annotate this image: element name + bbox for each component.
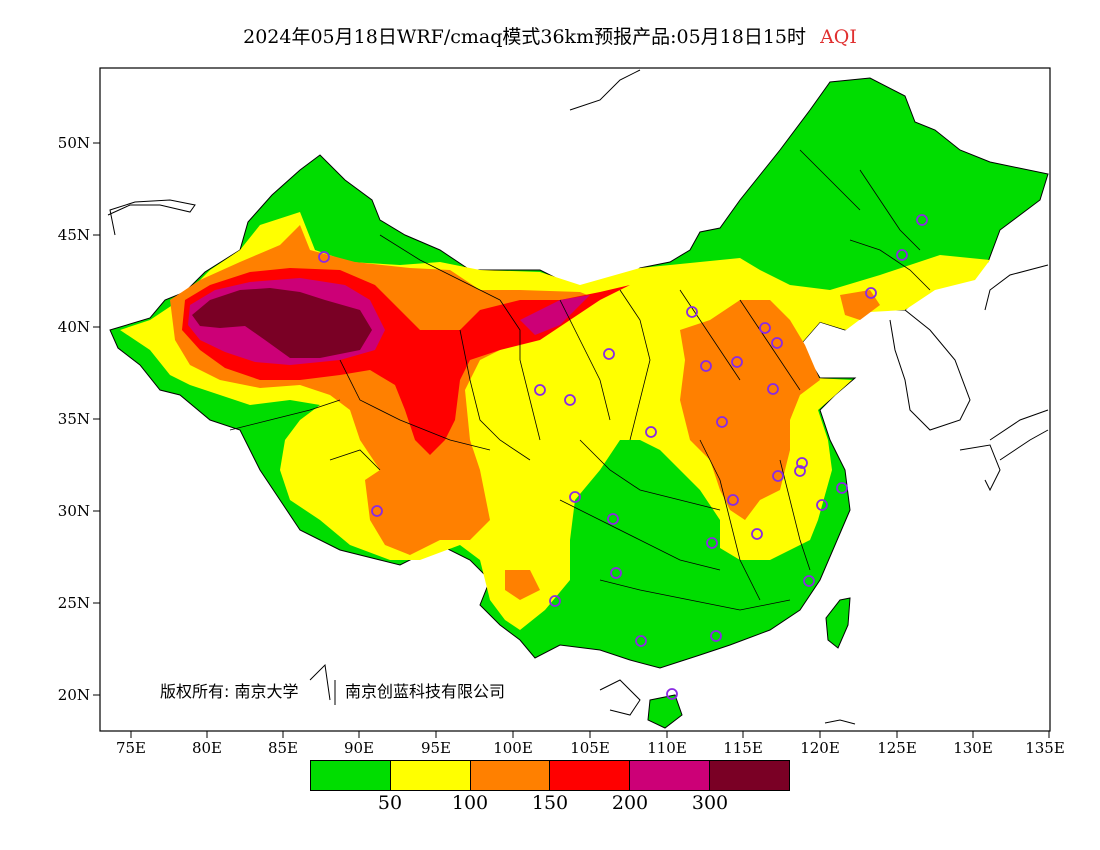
lat-axis: 50N 45N 40N 35N 30N 25N 20N xyxy=(58,134,100,704)
station-marker xyxy=(564,394,576,406)
station-marker xyxy=(534,384,546,396)
station-marker xyxy=(771,337,783,349)
legend-swatch-magenta xyxy=(630,761,711,790)
station-marker xyxy=(794,465,806,477)
title-text: 2024年05月18日WRF/cmaq模式36km预报产品:05月18日15时 xyxy=(243,26,807,48)
lat-label: 50N xyxy=(58,134,90,152)
station-marker xyxy=(865,287,877,299)
lon-label: 95E xyxy=(421,739,451,757)
monitoring-stations xyxy=(318,214,928,700)
station-marker xyxy=(896,249,908,261)
lon-label: 120E xyxy=(800,739,840,757)
legend-swatch-red xyxy=(550,761,631,790)
station-marker xyxy=(716,416,728,428)
lon-label: 90E xyxy=(344,739,374,757)
aqi-magenta-patch xyxy=(520,295,590,335)
copyright-company: 南京创蓝科技有限公司 xyxy=(345,682,505,701)
station-marker xyxy=(727,494,739,506)
lat-label: 25N xyxy=(58,594,90,612)
station-marker xyxy=(706,537,718,549)
aqi-maroon-region xyxy=(192,288,372,358)
station-marker xyxy=(549,595,561,607)
station-marker xyxy=(916,214,928,226)
station-marker xyxy=(635,635,647,647)
province-boundaries xyxy=(229,149,931,611)
legend-tick: 150 xyxy=(531,792,569,814)
map-frame xyxy=(99,67,1051,732)
station-marker xyxy=(666,688,678,700)
lat-label: 20N xyxy=(58,686,90,704)
lon-label: 115E xyxy=(723,739,763,757)
station-marker xyxy=(751,528,763,540)
station-marker xyxy=(603,348,615,360)
station-marker xyxy=(731,356,743,368)
legend-ticks: 50 100 150 200 300 xyxy=(310,792,790,818)
station-marker xyxy=(645,426,657,438)
lon-label: 80E xyxy=(192,739,222,757)
lon-label: 110E xyxy=(647,739,687,757)
aqi-orange-region-east xyxy=(680,300,820,520)
lon-label: 100E xyxy=(493,739,533,757)
legend-swatch-green xyxy=(311,761,391,790)
lat-label: 40N xyxy=(58,318,90,336)
lon-label: 105E xyxy=(570,739,610,757)
station-marker xyxy=(607,513,619,525)
title-variable: AQI xyxy=(820,26,857,48)
legend-tick: 200 xyxy=(611,792,649,814)
lon-axis: 75E 80E 85E 90E 95E 100E 105E 110E 115E … xyxy=(116,731,1065,757)
lat-label: 45N xyxy=(58,226,90,244)
hainan-region xyxy=(647,694,683,729)
taiwan-region xyxy=(825,597,851,649)
station-marker xyxy=(767,383,779,395)
aqi-orange-patch-sw xyxy=(505,570,540,600)
legend-tick: 100 xyxy=(451,792,489,814)
lon-label: 85E xyxy=(268,739,298,757)
station-marker xyxy=(759,322,771,334)
lat-label: 30N xyxy=(58,502,90,520)
station-marker xyxy=(836,482,848,494)
legend-swatch-yellow xyxy=(390,761,471,790)
lon-label: 125E xyxy=(877,739,917,757)
station-marker xyxy=(796,457,808,469)
lon-label: 75E xyxy=(116,739,146,757)
copyright-text: 版权所有: 南京大学 xyxy=(160,682,298,701)
station-marker xyxy=(816,499,828,511)
station-marker xyxy=(710,630,722,642)
legend-tick: 300 xyxy=(691,792,729,814)
lon-label: 130E xyxy=(953,739,993,757)
station-marker xyxy=(803,575,815,587)
map-title: 2024年05月18日WRF/cmaq模式36km预报产品:05月18日15时 … xyxy=(0,22,1100,49)
station-marker xyxy=(700,360,712,372)
station-marker xyxy=(569,491,581,503)
lat-label: 35N xyxy=(58,410,90,428)
legend-swatch-orange xyxy=(470,761,551,790)
coastlines xyxy=(107,69,1049,725)
station-marker xyxy=(686,306,698,318)
station-marker xyxy=(371,505,383,517)
station-marker xyxy=(318,251,330,263)
legend-swatch-maroon xyxy=(710,761,789,790)
station-marker xyxy=(772,470,784,482)
legend-tick: 50 xyxy=(377,792,403,814)
lon-label: 135E xyxy=(1025,739,1065,757)
station-marker xyxy=(610,567,622,579)
color-legend xyxy=(310,760,790,791)
